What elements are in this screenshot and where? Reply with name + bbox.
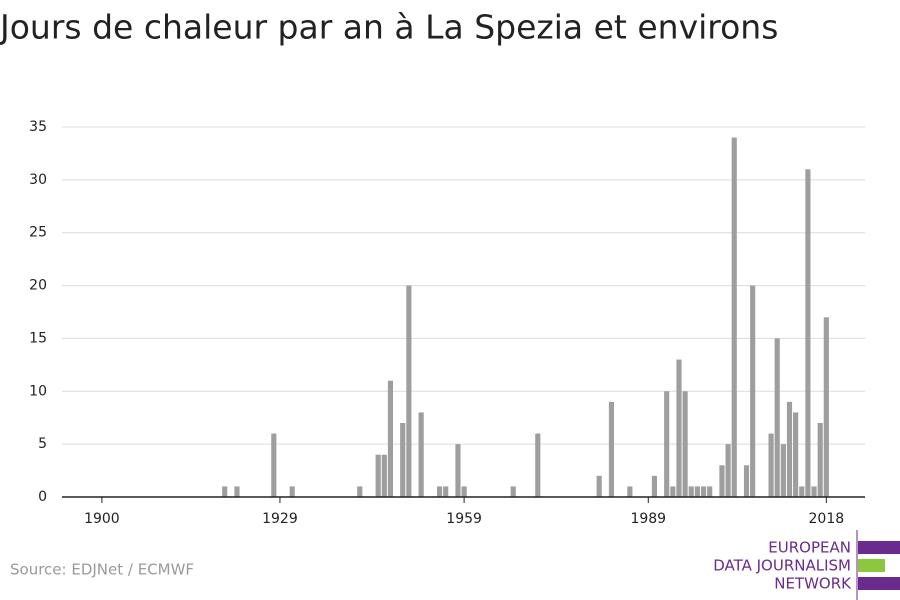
bar xyxy=(774,338,780,497)
bar xyxy=(743,465,750,497)
y-tick-label: 15 xyxy=(29,330,47,346)
bar xyxy=(799,486,805,497)
chart-title: Jours de chaleur par an à La Spezia et e… xyxy=(0,8,778,47)
bar xyxy=(381,454,387,497)
bar xyxy=(670,486,676,497)
bar xyxy=(222,486,228,497)
bar xyxy=(375,454,381,497)
logo-bar xyxy=(858,541,900,554)
source: Source: EDJNet / ECMWF xyxy=(10,561,194,579)
bar xyxy=(707,486,713,497)
x-tick-label: 2018 xyxy=(809,511,845,527)
bar xyxy=(455,444,461,497)
x-tick-label: 1989 xyxy=(630,511,666,527)
bar xyxy=(535,433,541,497)
bar xyxy=(811,486,817,497)
logo-text: DATA JOURNALISM xyxy=(713,557,851,575)
bar xyxy=(786,401,793,497)
bar xyxy=(719,465,725,497)
y-tick-label: 0 xyxy=(38,489,47,505)
bar xyxy=(793,412,799,497)
bar xyxy=(400,423,406,497)
bar xyxy=(357,486,363,497)
bar xyxy=(676,359,682,497)
bar xyxy=(768,433,774,497)
x-tick-label: 1929 xyxy=(262,511,298,527)
bar xyxy=(731,137,737,498)
bar xyxy=(651,475,658,497)
logo-text: EUROPEAN xyxy=(768,539,851,557)
bar xyxy=(725,444,731,497)
bar xyxy=(664,391,670,497)
bar xyxy=(596,475,602,497)
y-tick-label: 10 xyxy=(29,383,47,399)
x-tick-label: 1900 xyxy=(84,511,120,527)
bar xyxy=(406,285,412,497)
bar xyxy=(823,317,829,497)
bar xyxy=(817,423,823,497)
y-tick-label: 20 xyxy=(29,278,47,294)
x-tick-label: 1959 xyxy=(446,511,482,527)
bar xyxy=(436,486,443,497)
bar xyxy=(461,486,467,497)
logo-bar xyxy=(858,559,885,572)
bar xyxy=(608,401,615,497)
bar xyxy=(289,486,295,497)
bar xyxy=(627,486,633,497)
bar xyxy=(387,380,394,497)
bar xyxy=(700,486,707,497)
bar xyxy=(694,486,700,497)
logo-bar xyxy=(858,577,900,590)
y-tick-label: 25 xyxy=(29,225,47,241)
bar xyxy=(271,433,277,497)
y-tick-label: 5 xyxy=(38,436,47,452)
bar xyxy=(750,285,756,497)
logo-text: NETWORK xyxy=(774,575,852,593)
bar xyxy=(780,444,786,497)
bar xyxy=(443,486,449,497)
bar xyxy=(688,486,694,497)
bar xyxy=(418,412,424,497)
bar xyxy=(510,486,516,497)
bar xyxy=(234,486,240,497)
y-tick-label: 30 xyxy=(29,172,47,188)
bar xyxy=(682,391,688,497)
bar xyxy=(805,169,811,498)
y-tick-label: 35 xyxy=(29,119,47,135)
